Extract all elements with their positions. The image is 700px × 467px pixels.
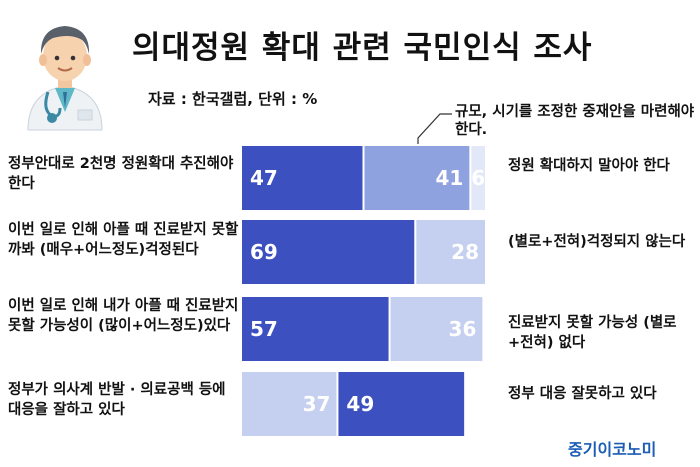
response-label-1: 정원 확대하지 말아야 한다	[508, 158, 670, 174]
note-leader-line	[417, 113, 452, 144]
response-label-2: (별로+전혀)걱정되지 않는다	[508, 234, 686, 250]
question-label-4: 정부가 의사계 반발 · 의료공백 등에 대응을 잘하고 있다	[8, 382, 226, 418]
question-label-3: 이번 일로 인해 내가 아플 때 진료받지 못할 가능성이 (많이+어느정도)있…	[8, 298, 239, 334]
response-label-4: 정부 대응 잘못하고 있다	[508, 386, 657, 402]
bar-value-label-r1-s1: 47	[250, 166, 278, 190]
response-label-3: 진료받지 못할 가능성 (별로+전혀) 없다	[508, 315, 677, 351]
bar-segment-r1-s3	[471, 146, 485, 210]
question-label-2: 이번 일로 인해 아플 때 진료받지 못할까봐 (매우+어느정도)걱정된다	[8, 222, 239, 258]
source-note: 자료 : 한국갤럽, 단위 : %	[148, 90, 318, 108]
page-title: 의대정원 확대 관련 국민인식 조사	[132, 30, 593, 66]
bar-segment-r4-s2	[338, 372, 465, 436]
bar-value-label-r2-s1: 69	[250, 240, 278, 264]
doctor-avatar-icon	[27, 26, 103, 131]
question-label-1: 정부안대로 2천명 정원확대 추진해야 한다	[8, 156, 234, 192]
bar-value-label-r3-s1: 57	[250, 317, 278, 341]
bar-value-label-r4-s1: 37	[303, 392, 331, 416]
bar-value-label-r1-s2: 41	[436, 166, 464, 190]
bar-segment-r2-s1	[242, 220, 415, 284]
bar-value-label-r2-s2: 28	[451, 240, 479, 264]
brand-logo: 중기이코노미	[568, 440, 657, 459]
mediation-note: 규모, 시기를 조정한 중재안을 마련해야 한다.	[455, 104, 695, 138]
bar-segment-r3-s1	[242, 297, 389, 361]
bar-value-label-r3-s2: 36	[449, 317, 477, 341]
bar-segment-r3-s2	[390, 297, 483, 361]
bar-segment-r1-s2	[364, 146, 470, 210]
bar-segment-r2-s2	[416, 220, 485, 284]
bar-segment-r1-s1	[242, 146, 363, 210]
bar-value-label-r1-s3: 6	[471, 166, 485, 190]
bar-segment-r4-s1	[242, 372, 337, 436]
bar-value-label-r4-s2: 49	[346, 392, 374, 416]
